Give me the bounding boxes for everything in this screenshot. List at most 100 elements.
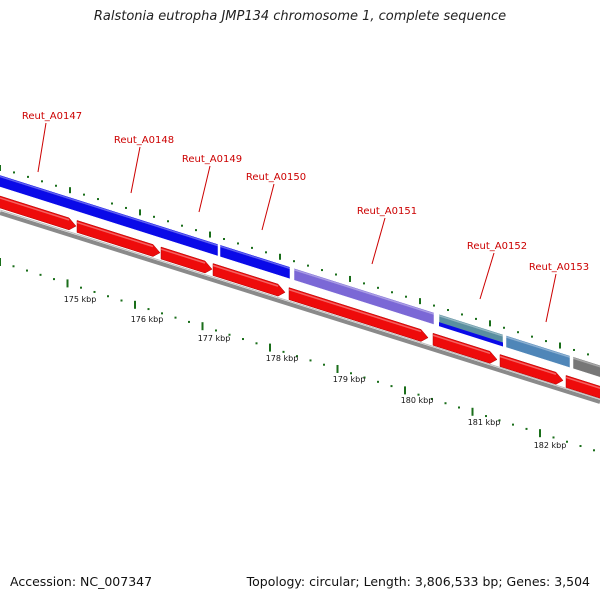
upper-minor-tick xyxy=(321,269,323,272)
red-arrow-5 xyxy=(288,287,429,342)
red-arrow-4 xyxy=(212,263,286,297)
gene-segment-a0147-a0149-shine xyxy=(0,175,219,247)
red-arrow-shine-4 xyxy=(212,264,279,287)
upper-minor-tick xyxy=(335,273,337,276)
gene-segment-a0153-shine xyxy=(505,336,571,358)
upper-minor-tick xyxy=(265,251,267,254)
upper-major-tick xyxy=(209,231,211,238)
kbp-label: 182 kbp xyxy=(534,441,567,450)
gene-segment-a0147-a0149 xyxy=(0,174,219,257)
upper-minor-tick xyxy=(83,193,85,196)
kbp-label: 181 kbp xyxy=(468,418,501,427)
lower-major-tick xyxy=(404,386,406,395)
upper-major-tick xyxy=(419,298,421,305)
lower-minor-tick xyxy=(147,308,150,311)
red-arrow-7 xyxy=(499,354,564,385)
upper-minor-tick xyxy=(363,282,365,285)
lower-minor-tick xyxy=(26,269,28,272)
lower-minor-tick xyxy=(120,299,123,302)
lower-minor-tick xyxy=(498,419,501,422)
upper-minor-tick xyxy=(41,180,43,183)
lower-minor-tick xyxy=(53,278,55,281)
lower-minor-tick xyxy=(417,393,420,396)
gene-label: Reut_A0152 xyxy=(467,241,527,252)
lower-minor-tick xyxy=(512,423,514,426)
lower-major-tick xyxy=(0,258,1,266)
upper-minor-tick xyxy=(573,348,575,351)
red-arrow-shine-7 xyxy=(499,355,557,375)
lower-major-tick xyxy=(134,300,136,309)
gene-label: Reut_A0147 xyxy=(22,111,82,122)
lower-minor-tick xyxy=(12,265,15,268)
upper-major-tick xyxy=(489,320,491,327)
upper-minor-tick xyxy=(13,171,15,174)
lower-minor-tick xyxy=(80,286,82,289)
lower-minor-tick xyxy=(255,342,258,345)
lower-major-tick xyxy=(269,343,271,352)
upper-minor-tick xyxy=(391,291,393,294)
gene-label-leader xyxy=(37,122,47,173)
upper-minor-tick xyxy=(517,331,519,334)
gene-label-leader xyxy=(371,217,386,265)
kbp-label: 180 kbp xyxy=(401,396,434,405)
lower-minor-tick xyxy=(593,449,595,452)
lower-minor-tick xyxy=(161,312,163,315)
red-arrow-6 xyxy=(432,332,498,364)
upper-major-tick xyxy=(279,253,281,260)
red-arrow-shine-2 xyxy=(76,221,154,248)
accession-text: Accession: NC_007347 xyxy=(10,574,153,589)
red-arrow-shine-8 xyxy=(565,376,600,389)
lower-minor-tick xyxy=(431,397,433,400)
backbone-line xyxy=(0,211,600,404)
gene-label-leader xyxy=(545,273,557,323)
lower-minor-tick xyxy=(566,440,568,443)
upper-major-tick xyxy=(349,275,351,282)
gene-label-leader xyxy=(198,165,211,213)
map-title: Ralstonia eutropha JMP134 chromosome 1, … xyxy=(93,9,507,24)
lower-minor-tick xyxy=(174,316,177,319)
upper-minor-tick xyxy=(223,238,225,241)
upper-minor-tick xyxy=(55,184,57,187)
lower-minor-tick xyxy=(39,273,42,276)
gene-label-leader xyxy=(261,183,275,231)
lower-minor-tick xyxy=(377,380,379,383)
red-arrow-shine-6 xyxy=(432,334,491,355)
red-arrow-8 xyxy=(565,375,600,399)
topology-summary: Topology: circular; Length: 3,806,533 bp… xyxy=(246,574,590,589)
upper-minor-tick xyxy=(97,198,99,201)
gene-label: Reut_A0150 xyxy=(246,172,306,183)
lower-minor-tick xyxy=(228,333,231,336)
upper-minor-tick xyxy=(405,295,407,298)
backbone-highlight xyxy=(0,209,600,400)
lower-minor-tick xyxy=(444,402,447,405)
upper-minor-tick xyxy=(475,317,477,320)
upper-minor-tick xyxy=(181,224,183,227)
gene-label-leader xyxy=(479,252,495,300)
lower-minor-tick xyxy=(309,359,312,362)
gene-segment-a0152-shine xyxy=(438,314,504,337)
lower-minor-tick xyxy=(242,338,244,341)
red-arrow-shine-5 xyxy=(288,288,422,333)
gene-segment-a0153 xyxy=(505,335,571,369)
kbp-label: 179 kbp xyxy=(333,375,366,384)
kbp-label: 177 kbp xyxy=(198,334,231,343)
gene-segment-a0150 xyxy=(219,244,291,280)
lower-major-tick xyxy=(336,364,339,373)
lower-minor-tick xyxy=(552,436,555,439)
lower-minor-tick xyxy=(107,295,109,298)
gene-label: Reut_A0148 xyxy=(114,135,174,146)
lower-minor-tick xyxy=(390,385,393,388)
lower-major-tick xyxy=(539,429,541,438)
upper-minor-tick xyxy=(307,264,309,267)
gene-segment-next-shine xyxy=(572,357,600,368)
red-arrow-1 xyxy=(0,195,77,231)
upper-minor-tick xyxy=(587,353,589,356)
upper-major-tick xyxy=(0,165,1,171)
lower-minor-tick xyxy=(215,329,217,332)
kbp-label: 176 kbp xyxy=(131,315,164,324)
lower-minor-tick xyxy=(485,415,487,418)
red-arrow-2 xyxy=(76,220,161,257)
upper-major-tick xyxy=(69,187,71,194)
lower-minor-tick xyxy=(323,363,325,366)
